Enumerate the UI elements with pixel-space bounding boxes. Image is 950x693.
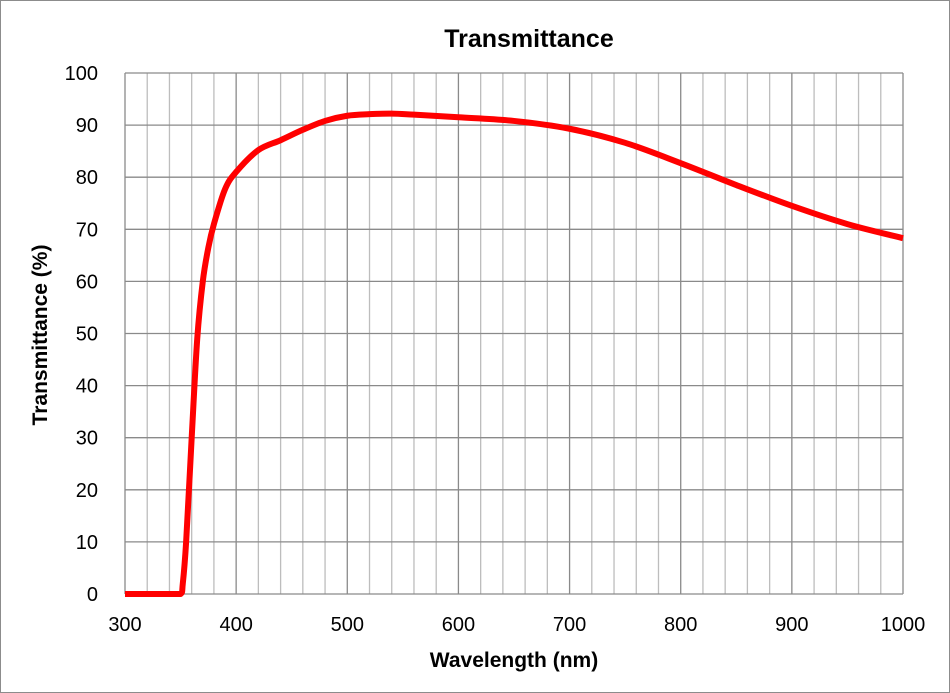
x-tick-label: 700	[553, 614, 586, 636]
y-tick-label: 100	[65, 63, 98, 85]
x-tick-label: 400	[219, 614, 252, 636]
chart-title: Transmittance	[444, 25, 614, 53]
x-tick-label: 1000	[881, 614, 926, 636]
y-tick-label: 0	[87, 584, 98, 606]
y-tick-label: 70	[76, 219, 98, 241]
x-axis-label: Wavelength (nm)	[430, 649, 598, 672]
transmittance-line	[125, 110, 904, 597]
tick-labels: 0 10 20 30 40 50 60 70 80 90 100 300 400 500 600 700 800…	[65, 63, 926, 636]
x-tick-label: 300	[108, 614, 141, 636]
y-tick-label: 50	[76, 324, 98, 346]
y-axis-label: Transmittance (%)	[29, 245, 52, 426]
y-tick-label: 80	[76, 167, 98, 189]
x-tick-label: 500	[331, 614, 364, 636]
y-tick-label: 40	[76, 376, 98, 398]
y-tick-label: 10	[76, 532, 98, 554]
y-tick-label: 20	[76, 480, 98, 502]
y-tick-label: 60	[76, 271, 98, 293]
series-layer	[125, 110, 904, 597]
y-tick-label: 90	[76, 115, 98, 137]
x-tick-label: 900	[775, 614, 808, 636]
x-tick-label: 800	[664, 614, 697, 636]
grid	[124, 72, 904, 595]
x-tick-label: 600	[442, 614, 475, 636]
y-tick-label: 30	[76, 428, 98, 450]
